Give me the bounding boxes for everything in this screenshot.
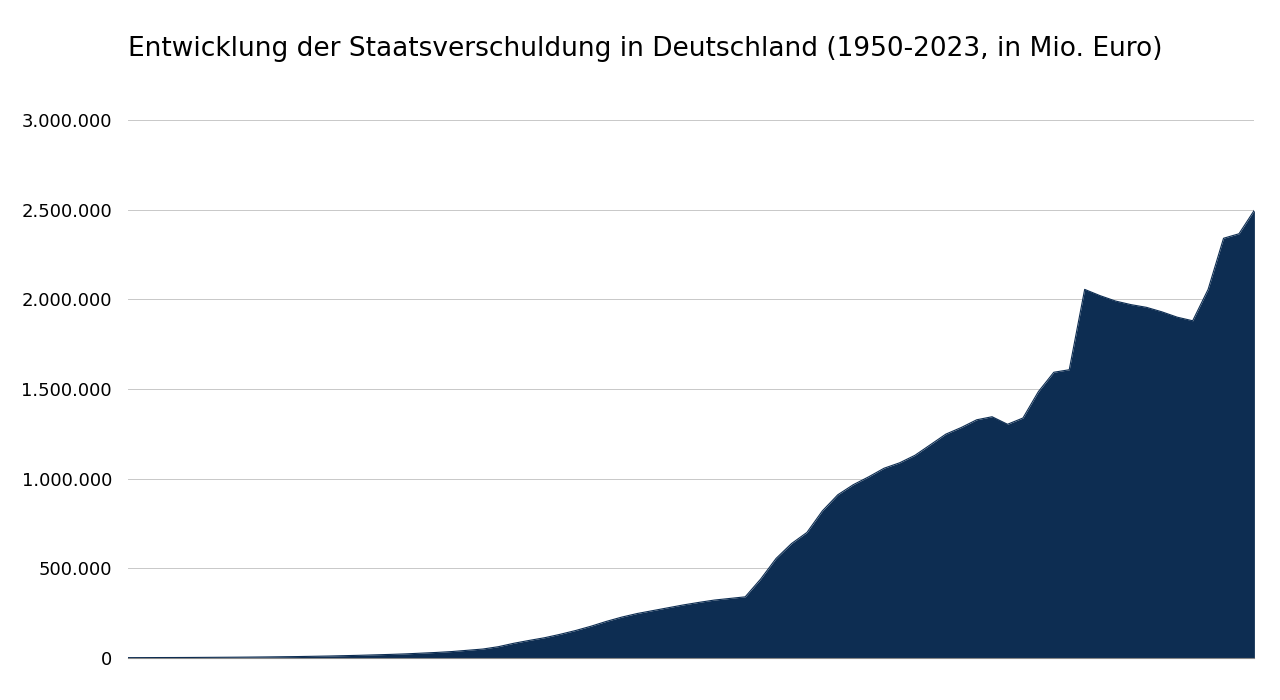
Text: Entwicklung der Staatsverschuldung in Deutschland (1950-2023, in Mio. Euro): Entwicklung der Staatsverschuldung in De… <box>128 36 1162 62</box>
